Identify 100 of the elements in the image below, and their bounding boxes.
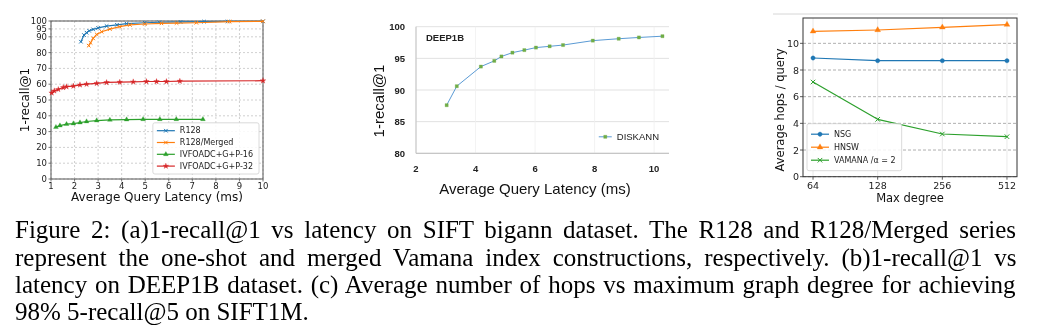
point [70,82,77,89]
point [124,116,130,122]
point [939,58,945,64]
y-tick-label: 4 [792,117,799,129]
point [93,80,100,86]
point [70,120,76,126]
point [107,26,113,32]
point [157,116,163,121]
point [1004,133,1010,140]
point [616,37,621,41]
point [57,122,63,128]
legend-label: HNSW [834,142,860,152]
x-tick-label: 64 [806,180,820,191]
y-tick-label: 90 [394,84,405,96]
point [875,58,881,64]
point [1003,21,1011,27]
x-tick-label: 2 [413,163,419,174]
point [939,23,946,30]
x-tick-label: 2 [71,180,78,191]
point [444,103,449,107]
x-tick-label: 8 [213,180,219,191]
y-tick-label: 80 [36,47,47,58]
point [874,26,881,32]
legend-label: R128 [179,126,201,136]
point [561,43,565,47]
x-axis-title: Average Query Latency (ms) [439,179,631,197]
x-tick-label: 6 [532,163,538,174]
y-tick-label: 100 [30,16,47,26]
x-tick-label: 1 [48,180,54,191]
legend-label: R128/Merged [179,138,234,147]
point [103,79,110,86]
point [104,23,109,29]
y-tick-label: 0 [41,174,47,184]
x-tick-label: 128 [868,180,887,191]
y-axis-title: 1-recall@1 [369,64,387,138]
point [260,77,266,84]
point [116,79,123,85]
y-tick-label: 40 [36,110,47,121]
y-tick-label: 2 [792,144,799,156]
x-tick-label: 5 [142,180,148,191]
y-axis-title: Average hops / query [773,48,787,172]
y-tick-label: 60 [36,79,47,90]
legend-label: NSG [834,129,852,139]
y-tick-label: 80 [394,147,405,159]
point [63,121,70,126]
point [200,116,206,121]
legend-label: DISKANN [616,131,660,143]
y-tick-label: 85 [394,116,406,128]
point [637,35,641,40]
point [534,45,538,50]
point [163,78,170,85]
x-tick-label: 4 [472,163,479,174]
y-tick-label: 95 [36,23,47,34]
x-tick-label: 8 [591,163,598,174]
y-tick-label: 6 [792,91,799,103]
point [90,36,96,41]
point [153,78,160,85]
x-tick-label: 7 [189,180,196,191]
point [939,131,946,137]
point [94,32,99,37]
point [809,27,817,34]
point [810,55,816,61]
point [499,54,504,59]
point [107,116,113,122]
y-tick-label: 10 [786,37,799,49]
x-tick-label: 256 [933,180,952,191]
point [84,118,90,124]
y-tick-label: 50 [36,95,47,105]
x-tick-label: 4 [118,180,125,191]
legend-label: IVFOADC+G+P-32 [179,161,254,171]
point [173,116,179,121]
y-tick-label: 20 [36,142,47,153]
y-tick-label: 8 [792,64,799,76]
point [77,119,83,125]
x-tick-label: 9 [236,180,243,191]
y-tick-label: 70 [36,63,47,74]
point [140,116,146,121]
x-axis-title: Average Query Latency (ms) [71,190,243,204]
x-axis-title: Max degree [876,191,944,205]
caption: Figure 2: (a)1-recall@1 vs latency on SIFT bigann dataset. The R128 and R128/Merged series represent the one-shot and merged Vamana index constructions, respectively. (b)1-recall@1 vs latency on DEEP1B dataset. (c) Average number of hops vs maximum graph degree for achieving 98% 5-recall@5 on SIFT1M. [15,216,1017,326]
point [83,81,90,87]
x-tick-label: 6 [166,180,172,191]
point [522,48,527,52]
point [55,86,62,92]
y-tick-label: 0 [792,171,799,183]
point [174,20,179,26]
y-tick-label: 90 [36,31,47,42]
x-tick-label: 512 [997,180,1017,191]
y-axis-title: 1-recall@1 [18,67,32,133]
point [176,78,183,84]
point [660,34,665,38]
point [510,50,515,55]
point [547,44,552,49]
x-tick-label: 10 [648,163,660,174]
point [492,59,497,63]
point [479,64,483,69]
y-tick-label: 100 [389,21,405,33]
point [130,78,137,85]
point [53,124,59,129]
x-tick-label: 10 [257,180,269,191]
